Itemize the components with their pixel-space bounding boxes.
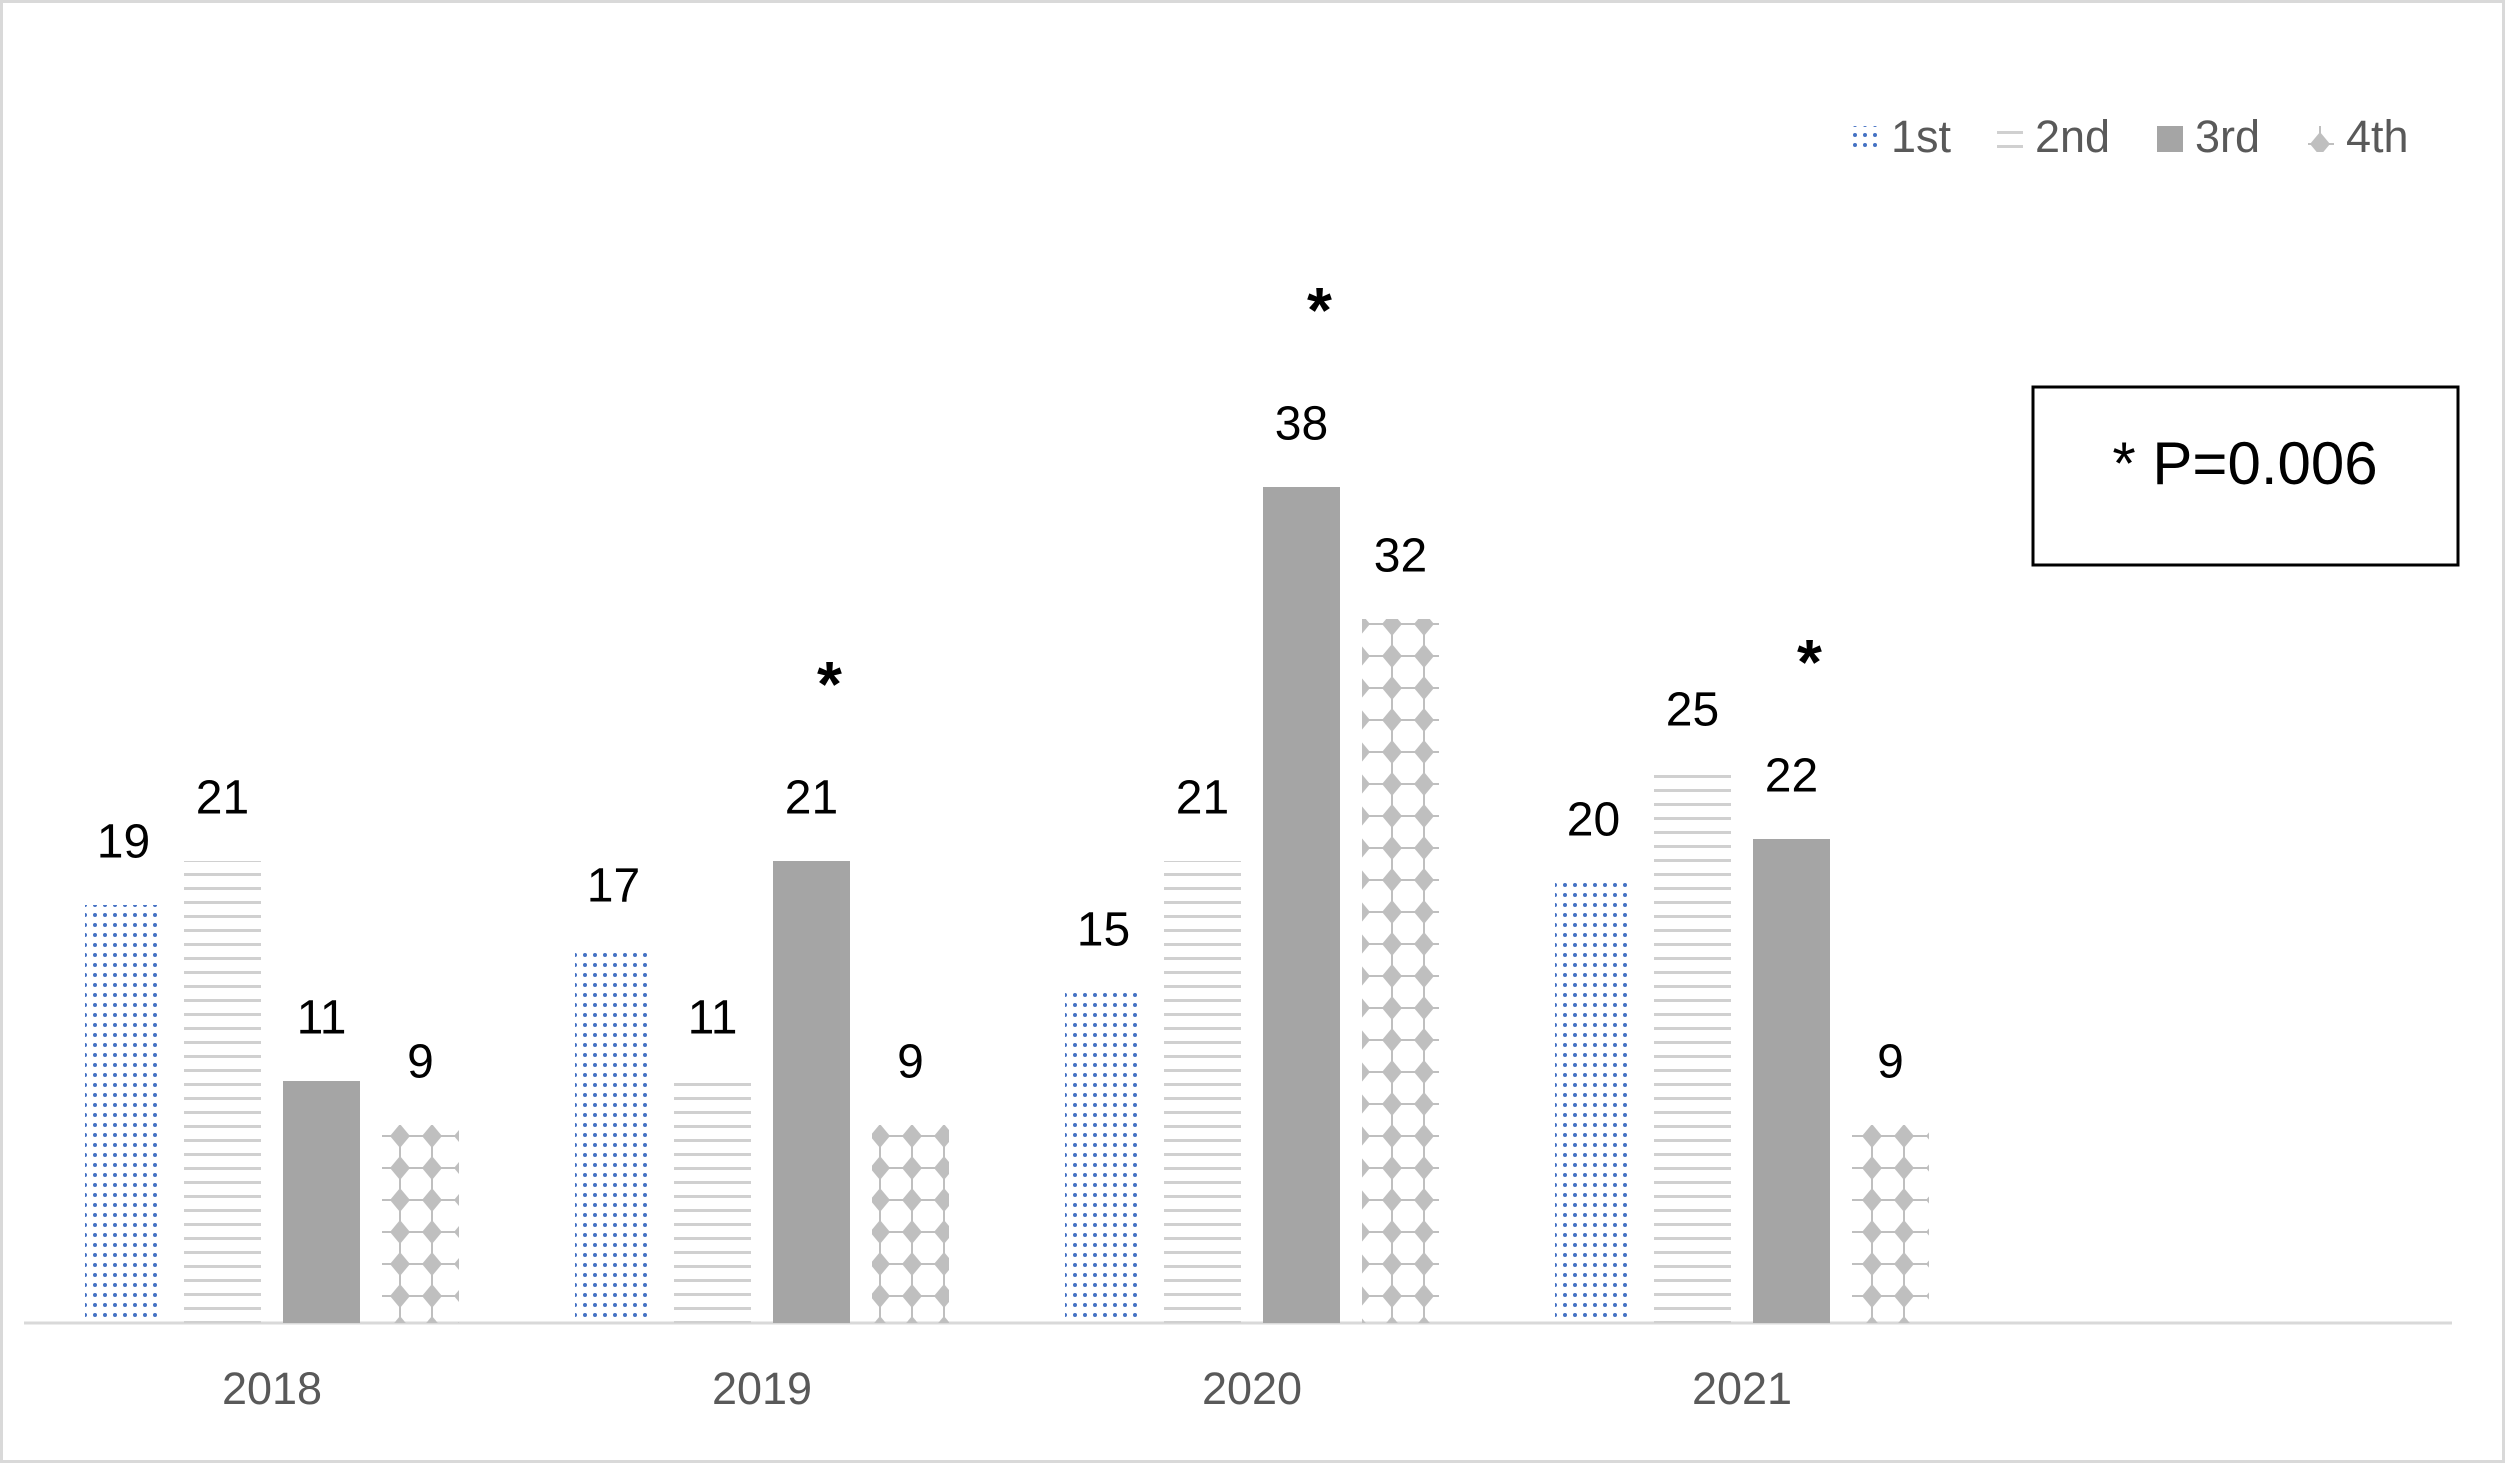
legend-swatch — [2157, 126, 2183, 152]
data-label: 21 — [1176, 772, 1229, 825]
x-tick-label: 2018 — [222, 1363, 322, 1414]
data-label: 9 — [897, 1036, 924, 1089]
significance-marker: * — [1307, 274, 1332, 346]
data-label: 9 — [1877, 1036, 1904, 1089]
data-label: 38 — [1275, 398, 1328, 451]
data-label: 21 — [785, 772, 838, 825]
data-label: 17 — [587, 860, 640, 913]
bar — [1362, 619, 1439, 1323]
data-label: 11 — [688, 992, 738, 1045]
bar — [1654, 773, 1731, 1323]
data-label: 25 — [1666, 684, 1719, 737]
bar — [1263, 487, 1340, 1323]
legend-swatch — [2308, 126, 2334, 152]
bar — [85, 905, 162, 1323]
legend-label: 1st — [1891, 111, 1952, 162]
bar — [1753, 839, 1830, 1323]
legend-label: 3rd — [2195, 111, 2260, 162]
data-label: 15 — [1077, 904, 1130, 957]
data-label: 20 — [1567, 794, 1620, 847]
legend-swatch — [1997, 126, 2023, 152]
data-label: 11 — [297, 992, 347, 1045]
x-tick-label: 2020 — [1202, 1363, 1302, 1414]
legend-swatch — [1853, 126, 1879, 152]
data-label: 19 — [97, 816, 150, 869]
x-tick-label: 2021 — [1692, 1363, 1792, 1414]
bar — [1164, 861, 1241, 1323]
bar — [1555, 883, 1632, 1323]
bar — [1852, 1125, 1929, 1323]
bar — [872, 1125, 949, 1323]
data-label: 22 — [1765, 750, 1818, 803]
significance-marker: * — [1797, 626, 1822, 698]
legend-label: 2nd — [2035, 111, 2110, 162]
bar — [184, 861, 261, 1323]
data-label: 32 — [1374, 530, 1427, 583]
bar — [382, 1125, 459, 1323]
data-label: 21 — [196, 772, 249, 825]
significance-marker: * — [817, 648, 842, 720]
x-tick-label: 2019 — [712, 1363, 812, 1414]
bar — [283, 1081, 360, 1323]
note: * P=0.006 — [2112, 430, 2377, 497]
legend-label: 4th — [2346, 111, 2409, 162]
bar — [575, 949, 652, 1323]
bar — [773, 861, 850, 1323]
data-label: 9 — [407, 1036, 434, 1089]
note-box — [2031, 385, 2460, 567]
bar — [674, 1081, 751, 1323]
bar — [1065, 993, 1142, 1323]
